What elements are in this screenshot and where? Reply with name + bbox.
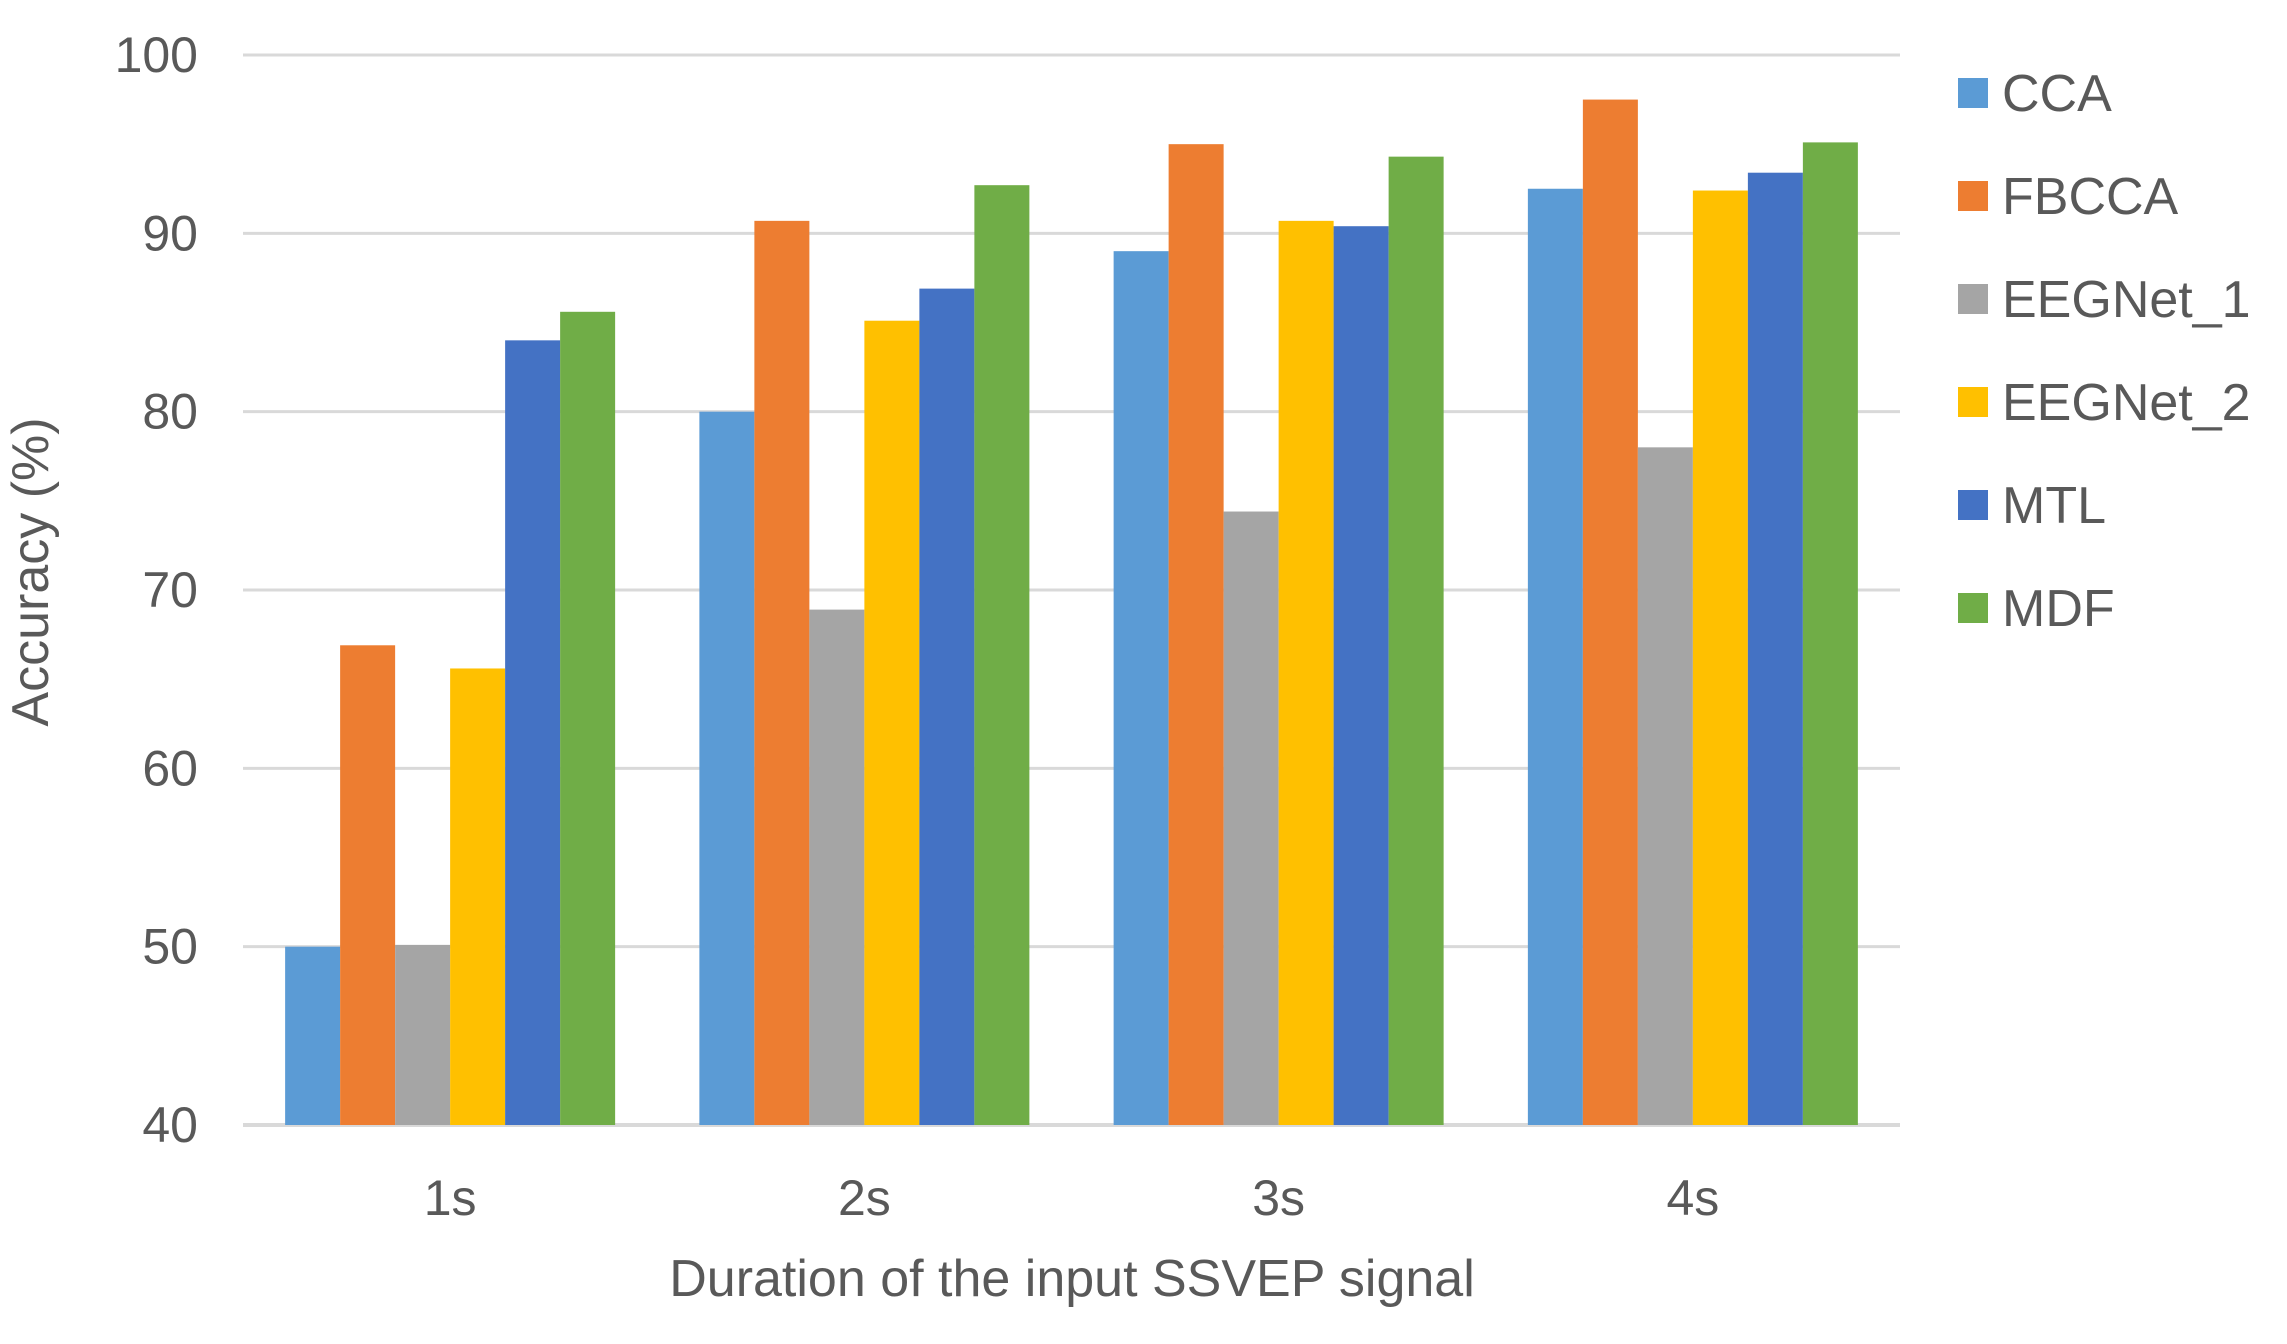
legend-label-mdf: MDF <box>2002 580 2115 638</box>
bar-eegnet-1-3s <box>1223 511 1279 1125</box>
bar-fbcca-1s <box>340 645 396 1125</box>
legend-label-cca: CCA <box>2002 65 2112 123</box>
bar-mtl-3s <box>1333 226 1389 1125</box>
x-tick-label: 2s <box>838 1170 891 1226</box>
legend-swatch-cca <box>1958 78 1988 108</box>
bars <box>285 99 1858 1126</box>
legend-swatch-fbcca <box>1958 181 1988 211</box>
x-tick-label: 3s <box>1252 1170 1305 1226</box>
bar-eegnet-2-4s <box>1692 190 1748 1126</box>
legend-label-fbcca: FBCCA <box>2002 168 2179 226</box>
y-axis-title: Accuracy (%) <box>2 417 60 726</box>
bar-cca-3s <box>1113 251 1169 1125</box>
bar-mdf-3s <box>1388 156 1444 1125</box>
y-tick-label: 60 <box>142 740 198 796</box>
bar-fbcca-4s <box>1582 99 1638 1125</box>
bar-eegnet-2-2s <box>864 320 920 1125</box>
y-tick-label: 70 <box>142 562 198 618</box>
bar-mtl-4s <box>1747 172 1803 1125</box>
y-axis-tick-labels: 40 50 60 70 80 90 100 <box>115 27 198 1153</box>
x-axis-title: Duration of the input SSVEP signal <box>669 1250 1475 1308</box>
y-tick-label: 80 <box>142 384 198 440</box>
bar-mdf-4s <box>1802 142 1858 1126</box>
legend: CCA FBCCA EEGNet_1 EEGNet_2 MTL MDF <box>1958 65 2251 638</box>
legend-label-eegnet-2: EEGNet_2 <box>2002 374 2251 432</box>
x-tick-label: 1s <box>424 1170 477 1226</box>
bar-cca-4s <box>1527 188 1583 1125</box>
y-tick-label: 100 <box>115 27 198 83</box>
bar-mtl-1s <box>505 340 561 1125</box>
bar-fbcca-3s <box>1168 144 1224 1125</box>
x-tick-label: 4s <box>1666 1170 1719 1226</box>
bar-eegnet-1-4s <box>1637 447 1693 1125</box>
bar-fbcca-2s <box>754 220 810 1126</box>
legend-label-mtl: MTL <box>2002 477 2106 535</box>
bar-mdf-1s <box>560 311 616 1125</box>
bar-cca-2s <box>699 411 755 1126</box>
bar-eegnet-2-1s <box>450 668 506 1125</box>
bar-mdf-2s <box>974 185 1030 1125</box>
legend-swatch-eegnet-2 <box>1958 387 1988 417</box>
bar-eegnet-1-2s <box>809 609 865 1125</box>
bar-mtl-2s <box>919 288 975 1125</box>
legend-swatch-mdf <box>1958 593 1988 623</box>
bar-cca-1s <box>285 946 341 1125</box>
legend-swatch-mtl <box>1958 490 1988 520</box>
legend-swatch-eegnet-1 <box>1958 284 1988 314</box>
y-tick-label: 40 <box>142 1097 198 1153</box>
bar-eegnet-2-3s <box>1278 220 1334 1126</box>
bar-eegnet-1-1s <box>395 944 451 1125</box>
legend-label-eegnet-1: EEGNet_1 <box>2002 271 2251 329</box>
y-tick-label: 50 <box>142 919 198 975</box>
y-tick-label: 90 <box>142 205 198 261</box>
x-axis-tick-labels: 1s 2s 3s 4s <box>424 1170 1720 1226</box>
